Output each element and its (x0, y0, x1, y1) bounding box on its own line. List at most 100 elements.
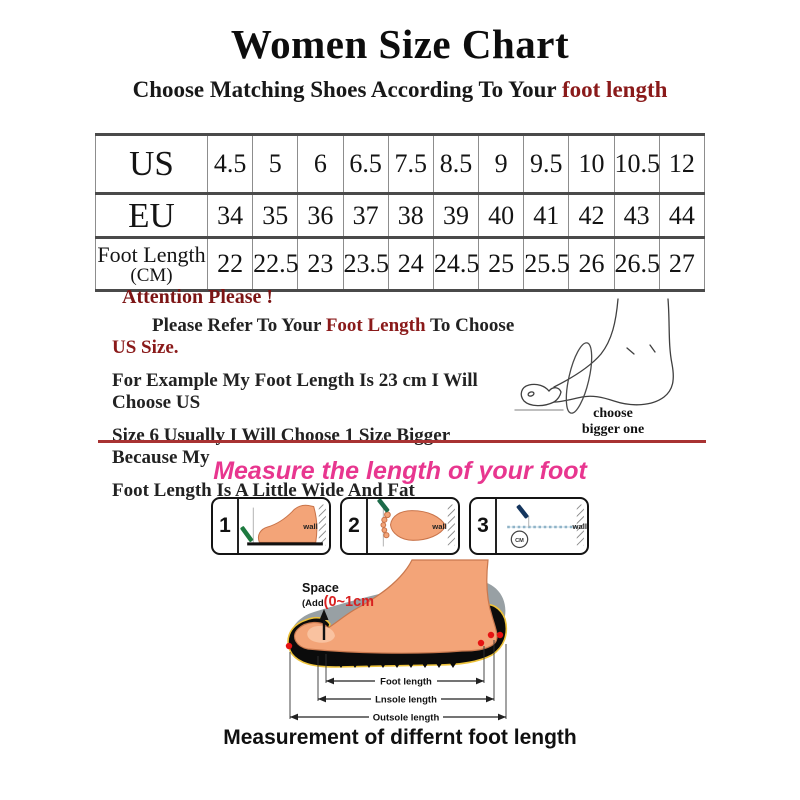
pen-icon (240, 526, 254, 542)
step-number: 1 (213, 499, 239, 553)
page-subtitle: Choose Matching Shoes According To Your … (0, 77, 800, 103)
us-size-cell: 4.5 (206, 134, 254, 194)
eu-size-cell: 34 (206, 193, 254, 238)
foot-length-highlight: Foot Length (325, 315, 426, 336)
table-row-us: US 4.5 5 6 6.5 7.5 8.5 9 9.5 10 10.5 12 (95, 134, 706, 194)
us-size-cell: 7.5 (387, 134, 434, 194)
us-size-cell: 10.5 (613, 134, 660, 194)
step-number: 2 (342, 499, 368, 553)
arrow-heads (290, 677, 506, 721)
us-size-cell: 10 (568, 134, 615, 194)
eu-size-cell: 43 (613, 193, 660, 238)
us-size-cell: 6 (297, 134, 344, 194)
cm-cell: 24 (387, 237, 434, 291)
foot-girth-sketch: choose bigger one (514, 298, 674, 437)
floor-line (247, 542, 323, 546)
foot-measurement-diagram: Foot length Lnsole length Outsole length… (285, 559, 508, 724)
wall-hatch (318, 504, 326, 546)
us-size-cell: 12 (658, 134, 706, 194)
step-2-panel: 2 wall (340, 497, 460, 555)
choose-bigger-caption-2: bigger one (582, 422, 644, 437)
wall-hatch (576, 504, 584, 546)
size-conversion-table: US 4.5 5 6 6.5 7.5 8.5 9 9.5 10 10.5 12 … (95, 133, 706, 292)
cm-cell: 23 (297, 237, 344, 291)
us-size-highlight: US Size. (112, 337, 179, 358)
wall-label: wall (302, 522, 317, 531)
step-3-illustration: CM wall (507, 504, 587, 549)
foot-side-view (257, 504, 318, 543)
red-divider-line (98, 440, 706, 443)
row-label-us: US (95, 134, 208, 194)
wall-hatch (447, 504, 455, 546)
cm-cell: 22 (206, 237, 254, 291)
attention-heading: Attention Please ! (122, 286, 274, 308)
attention-line-4: Foot Length Is A Little Wide And Fat (112, 480, 415, 501)
measuring-steps: 1 wall 2 wall (0, 497, 800, 555)
outsole-length-label: Outsole length (373, 713, 440, 724)
subtitle-text: Choose Matching Shoes According To Your (132, 77, 562, 102)
attention-text: To Choose (425, 315, 515, 336)
eu-size-cell: 36 (297, 193, 344, 238)
eu-size-cell: 42 (568, 193, 615, 238)
cm-cell: 25.5 (523, 237, 570, 291)
us-size-cell: 5 (252, 134, 299, 194)
cm-cell: 24.5 (432, 237, 479, 291)
measure-endpoint-dots (285, 631, 504, 650)
table-row-foot-length: Foot Length (CM) 22 22.5 23 23.5 24 24.5… (95, 237, 706, 291)
space-arrow-head (319, 609, 329, 620)
measure-section-heading: Measure the length of your foot (213, 457, 587, 485)
step-number: 3 (471, 499, 497, 553)
page-title: Women Size Chart (230, 21, 570, 67)
cm-cell: 25 (478, 237, 525, 291)
sole-tread-teeth (334, 657, 460, 668)
us-size-cell: 9.5 (523, 134, 570, 194)
row-label-foot-length: Foot Length (CM) (95, 237, 208, 291)
wall-label: wall (572, 522, 587, 531)
foot-top-view (380, 510, 447, 541)
step-2-illustration: wall (377, 499, 455, 547)
diagram-caption: Measurement of differnt foot length (223, 726, 577, 749)
choose-bigger-caption-1: choose (593, 406, 633, 421)
attention-line-1: Please Refer To Your Foot Length To Choo… (112, 315, 518, 359)
space-add-label: (Add(0~1cm (302, 594, 374, 610)
eu-size-cell: 39 (432, 193, 480, 238)
eu-size-cell: 40 (478, 193, 525, 238)
foot-length-label: Foot Length (97, 242, 206, 267)
us-size-cell: 9 (478, 134, 525, 194)
toe-highlight (307, 626, 335, 643)
foot-length-label: Foot length (380, 677, 432, 688)
attention-line-2: For Example My Foot Length Is 23 cm I Wi… (112, 370, 478, 413)
foot-length-unit: (CM) (130, 265, 173, 286)
attention-text: Please Refer To Your (152, 315, 326, 336)
cm-cell: 26.5 (613, 237, 660, 291)
insole-length-label: Lnsole length (375, 695, 437, 706)
measurement-circle-label: CM (515, 538, 524, 544)
cm-cell: 27 (658, 237, 706, 291)
step-1-panel: 1 wall (211, 497, 331, 555)
space-label: Space (302, 581, 339, 595)
table-row-eu: EU 34 35 36 37 38 39 40 41 42 43 44 (95, 193, 706, 238)
eu-size-cell: 44 (658, 193, 706, 238)
measurement-circle (510, 530, 529, 549)
wall-label: wall (431, 522, 446, 531)
pen-icon (377, 499, 390, 513)
foot-outline-drawing (514, 298, 674, 414)
cm-cell: 23.5 (342, 237, 389, 291)
step-3-panel: 3 CM wall (469, 497, 589, 555)
eu-size-cell: 41 (523, 193, 570, 238)
cm-cell: 26 (568, 237, 615, 291)
step-1-illustration: wall (240, 504, 326, 546)
eu-size-cell: 38 (387, 193, 434, 238)
row-label-eu: EU (95, 193, 208, 238)
cm-cell: 22.5 (252, 237, 299, 291)
guide-lines (289, 640, 507, 719)
foot-and-leg (294, 559, 498, 654)
subtitle-highlight: foot length (561, 77, 668, 102)
eu-size-cell: 37 (342, 193, 389, 238)
us-size-cell: 8.5 (432, 134, 480, 194)
eu-size-cell: 35 (252, 193, 299, 238)
girth-ellipse (565, 342, 593, 414)
us-size-cell: 6.5 (342, 134, 389, 194)
pen-icon (516, 504, 529, 519)
